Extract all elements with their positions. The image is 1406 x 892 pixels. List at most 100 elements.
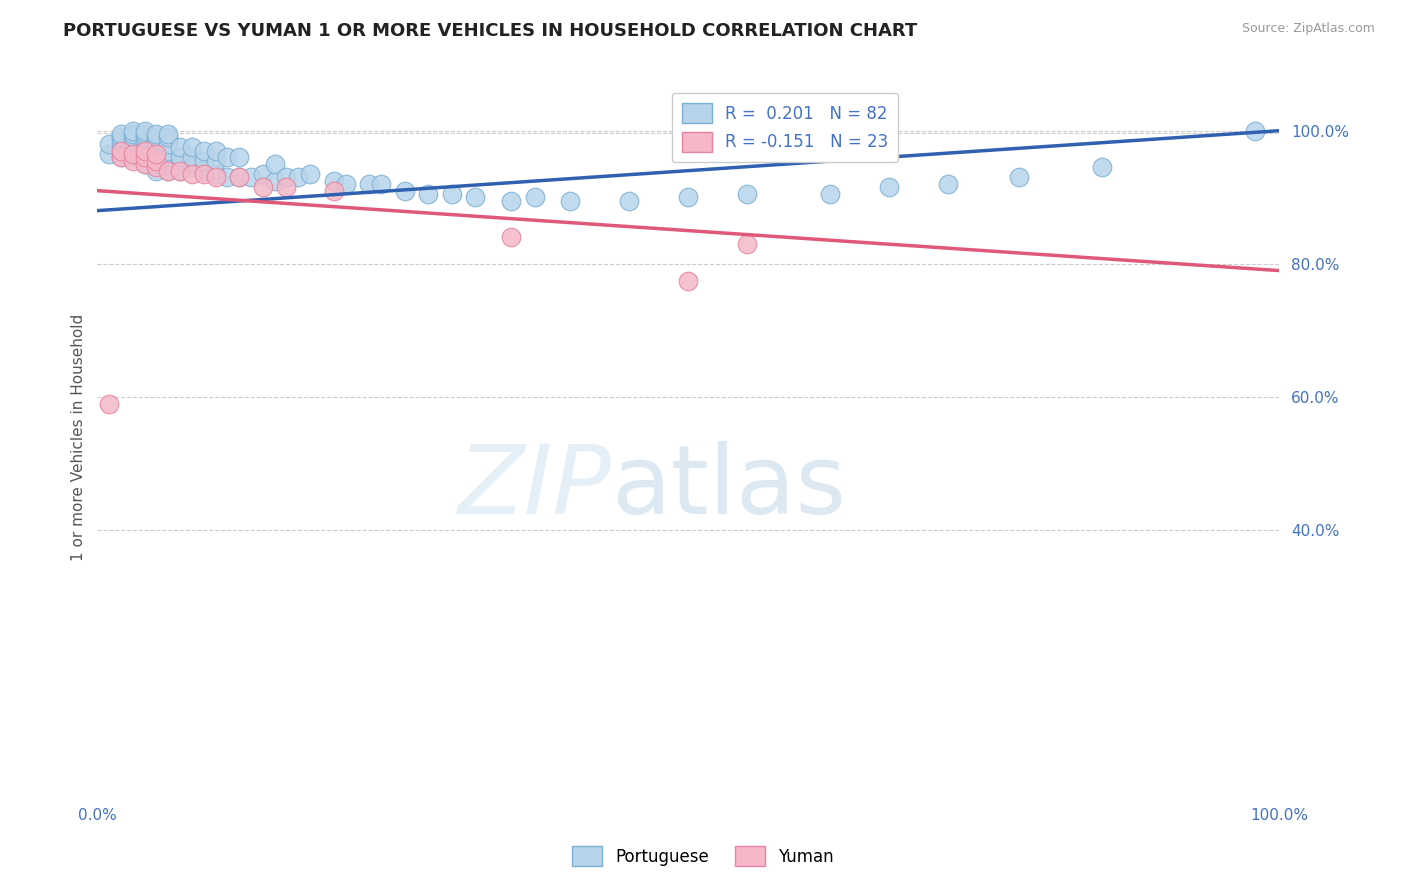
- Point: [228, 150, 250, 164]
- Point: [157, 163, 180, 178]
- Point: [735, 236, 758, 251]
- Point: [134, 144, 156, 158]
- Point: [110, 150, 132, 164]
- Point: [134, 150, 156, 164]
- Point: [440, 186, 463, 201]
- Point: [204, 170, 226, 185]
- Point: [134, 130, 156, 145]
- Point: [193, 153, 215, 168]
- Point: [110, 127, 132, 141]
- Point: [335, 177, 357, 191]
- Point: [157, 136, 180, 151]
- Point: [110, 140, 132, 154]
- Point: [134, 140, 156, 154]
- Point: [617, 194, 640, 208]
- Point: [193, 167, 215, 181]
- Point: [121, 153, 143, 168]
- Point: [134, 124, 156, 138]
- Point: [676, 190, 699, 204]
- Point: [239, 170, 262, 185]
- Point: [145, 130, 167, 145]
- Point: [145, 153, 167, 168]
- Point: [523, 190, 546, 204]
- Point: [263, 174, 285, 188]
- Point: [134, 150, 156, 164]
- Point: [145, 144, 167, 158]
- Point: [322, 184, 344, 198]
- Point: [169, 140, 191, 154]
- Point: [145, 140, 167, 154]
- Point: [169, 150, 191, 164]
- Point: [276, 170, 298, 185]
- Point: [98, 147, 121, 161]
- Point: [322, 174, 344, 188]
- Point: [217, 170, 239, 185]
- Point: [121, 134, 143, 148]
- Point: [394, 184, 416, 198]
- Text: atlas: atlas: [612, 441, 846, 534]
- Point: [370, 177, 392, 191]
- Point: [145, 161, 167, 175]
- Point: [121, 147, 143, 161]
- Point: [169, 163, 191, 178]
- Point: [157, 130, 180, 145]
- Point: [145, 127, 167, 141]
- Point: [1091, 161, 1114, 175]
- Point: [1008, 170, 1031, 185]
- Point: [252, 180, 274, 194]
- Text: PORTUGUESE VS YUMAN 1 OR MORE VEHICLES IN HOUSEHOLD CORRELATION CHART: PORTUGUESE VS YUMAN 1 OR MORE VEHICLES I…: [63, 22, 918, 40]
- Point: [145, 134, 167, 148]
- Point: [157, 144, 180, 158]
- Point: [121, 144, 143, 158]
- Point: [180, 161, 202, 175]
- Point: [228, 170, 250, 185]
- Point: [180, 140, 202, 154]
- Point: [121, 127, 143, 141]
- Point: [110, 144, 132, 158]
- Point: [134, 127, 156, 141]
- Legend: R =  0.201   N = 82, R = -0.151   N = 23: R = 0.201 N = 82, R = -0.151 N = 23: [672, 93, 898, 162]
- Point: [121, 150, 143, 164]
- Point: [157, 150, 180, 164]
- Point: [499, 230, 522, 244]
- Point: [121, 136, 143, 151]
- Point: [145, 150, 167, 164]
- Point: [936, 177, 959, 191]
- Point: [169, 163, 191, 178]
- Text: Source: ZipAtlas.com: Source: ZipAtlas.com: [1241, 22, 1375, 36]
- Point: [204, 153, 226, 168]
- Point: [263, 157, 285, 171]
- Point: [1244, 124, 1267, 138]
- Y-axis label: 1 or more Vehicles in Household: 1 or more Vehicles in Household: [72, 313, 86, 561]
- Point: [204, 144, 226, 158]
- Point: [180, 167, 202, 181]
- Point: [134, 136, 156, 151]
- Point: [145, 163, 167, 178]
- Point: [877, 180, 900, 194]
- Point: [359, 177, 381, 191]
- Point: [145, 147, 167, 161]
- Point: [464, 190, 486, 204]
- Legend: Portuguese, Yuman: Portuguese, Yuman: [565, 839, 841, 873]
- Point: [204, 167, 226, 181]
- Point: [98, 397, 121, 411]
- Point: [287, 170, 309, 185]
- Point: [299, 167, 322, 181]
- Point: [110, 134, 132, 148]
- Point: [676, 274, 699, 288]
- Point: [157, 163, 180, 178]
- Point: [818, 186, 841, 201]
- Point: [276, 180, 298, 194]
- Point: [169, 157, 191, 171]
- Point: [252, 167, 274, 181]
- Point: [134, 144, 156, 158]
- Point: [157, 157, 180, 171]
- Point: [217, 150, 239, 164]
- Point: [110, 150, 132, 164]
- Point: [134, 157, 156, 171]
- Point: [121, 130, 143, 145]
- Point: [180, 150, 202, 164]
- Point: [193, 144, 215, 158]
- Point: [735, 186, 758, 201]
- Point: [499, 194, 522, 208]
